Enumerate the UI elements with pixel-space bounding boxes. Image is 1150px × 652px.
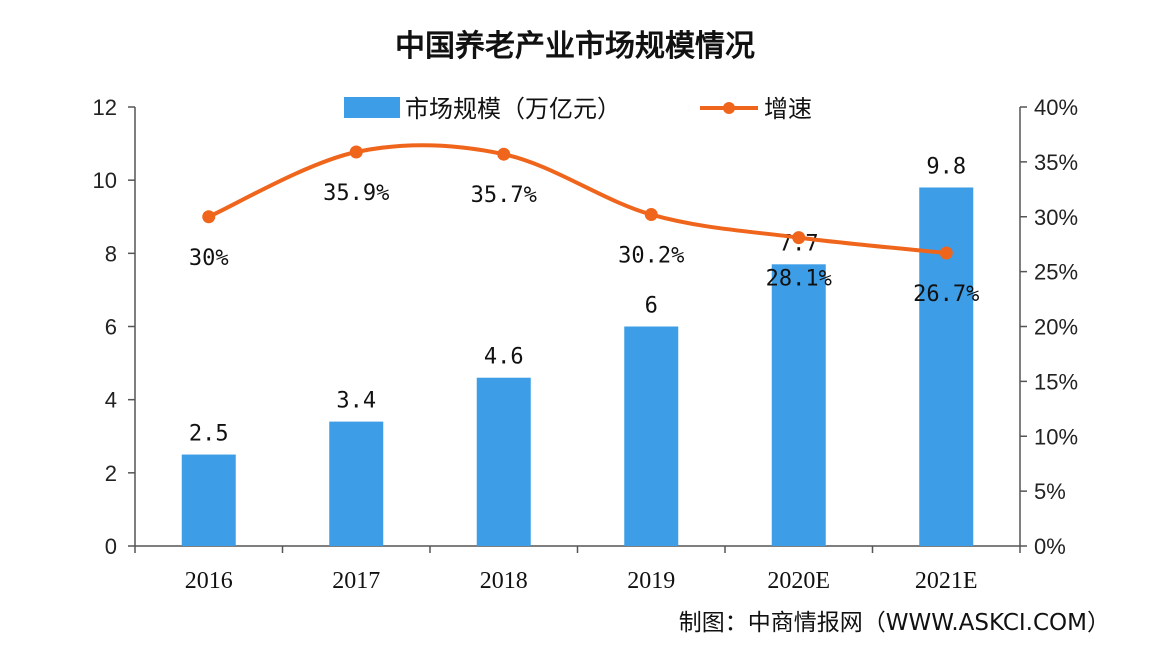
line-point [497,147,511,161]
line-value-label: 26.7% [913,282,979,307]
growth-line [207,143,947,255]
y-right-tick-label: 10% [1034,424,1078,449]
line-point [349,145,363,159]
line-value-label: 30.2% [618,244,684,269]
line-point [202,210,216,224]
y-right-tick-label: 30% [1034,205,1078,230]
x-tick-label: 2021E [915,568,978,594]
legend-bar-label: 市场规模（万亿元） [405,95,621,123]
bar-value-label: 3.4 [336,389,376,414]
y-right-tick-label: 40% [1034,95,1078,120]
y-axis-left-ticks: 0 2 4 6 8 10 12 [93,95,135,559]
y-right-tick-label: 20% [1034,315,1078,340]
y-left-tick-label: 0 [105,534,117,559]
y-right-tick-label: 15% [1034,369,1078,394]
y-left-tick-label: 8 [105,241,117,266]
bar [919,187,974,546]
bar-data-labels: 2.53.44.667.79.8 [189,154,966,446]
bar-value-label: 9.8 [926,154,966,179]
bar [771,264,826,546]
y-left-tick-label: 12 [93,95,117,120]
x-tick-label: 2020E [767,568,830,594]
y-left-tick-label: 2 [105,461,117,486]
line-point [644,208,658,222]
line-markers [202,145,953,260]
x-tick-label: 2019 [627,568,675,594]
bar [181,454,236,546]
bar-series [181,187,974,546]
line-value-label: 28.1% [766,267,832,292]
x-axis-ticks: 2016 2017 2018 2019 2020E 2021E [134,546,1021,594]
source-note: 制图：中商情报网（WWW.ASKCI.COM） [679,610,1110,636]
chart-title: 中国养老产业市场规模情况 [395,29,755,64]
line-value-label: 30% [189,246,229,271]
bar-value-label: 2.5 [189,422,229,447]
y-right-tick-label: 25% [1034,260,1078,285]
line-data-labels: 30% 35.9% 35.7% 30.2% 28.1% 26.7% [189,181,979,307]
bar-value-label: 4.6 [484,345,524,370]
y-left-tick-label: 4 [105,388,117,413]
y-left-tick-label: 6 [105,315,117,340]
x-tick-label: 2017 [332,568,380,594]
x-tick-label: 2018 [480,568,528,594]
legend-line-marker [723,102,735,114]
legend: 市场规模（万亿元） 增速 [344,95,812,123]
line-point [939,246,953,260]
y-right-tick-label: 0% [1034,534,1066,559]
bar [624,326,679,546]
y-right-tick-label: 35% [1034,150,1078,175]
legend-line-label: 增速 [764,95,812,123]
bar [329,421,384,546]
line-value-label: 35.9% [323,181,389,206]
x-tick-label: 2016 [185,568,233,594]
line-point [792,231,806,245]
y-axis-right-ticks: 0% 5% 10% 15% 20% 25% 30% 35% 40% [1020,95,1078,559]
bar-value-label: 6 [645,294,658,319]
y-left-tick-label: 10 [93,168,117,193]
bar [476,377,531,546]
line-value-label: 35.7% [471,183,537,208]
y-right-tick-label: 5% [1034,479,1066,504]
legend-bar-swatch [344,97,400,118]
